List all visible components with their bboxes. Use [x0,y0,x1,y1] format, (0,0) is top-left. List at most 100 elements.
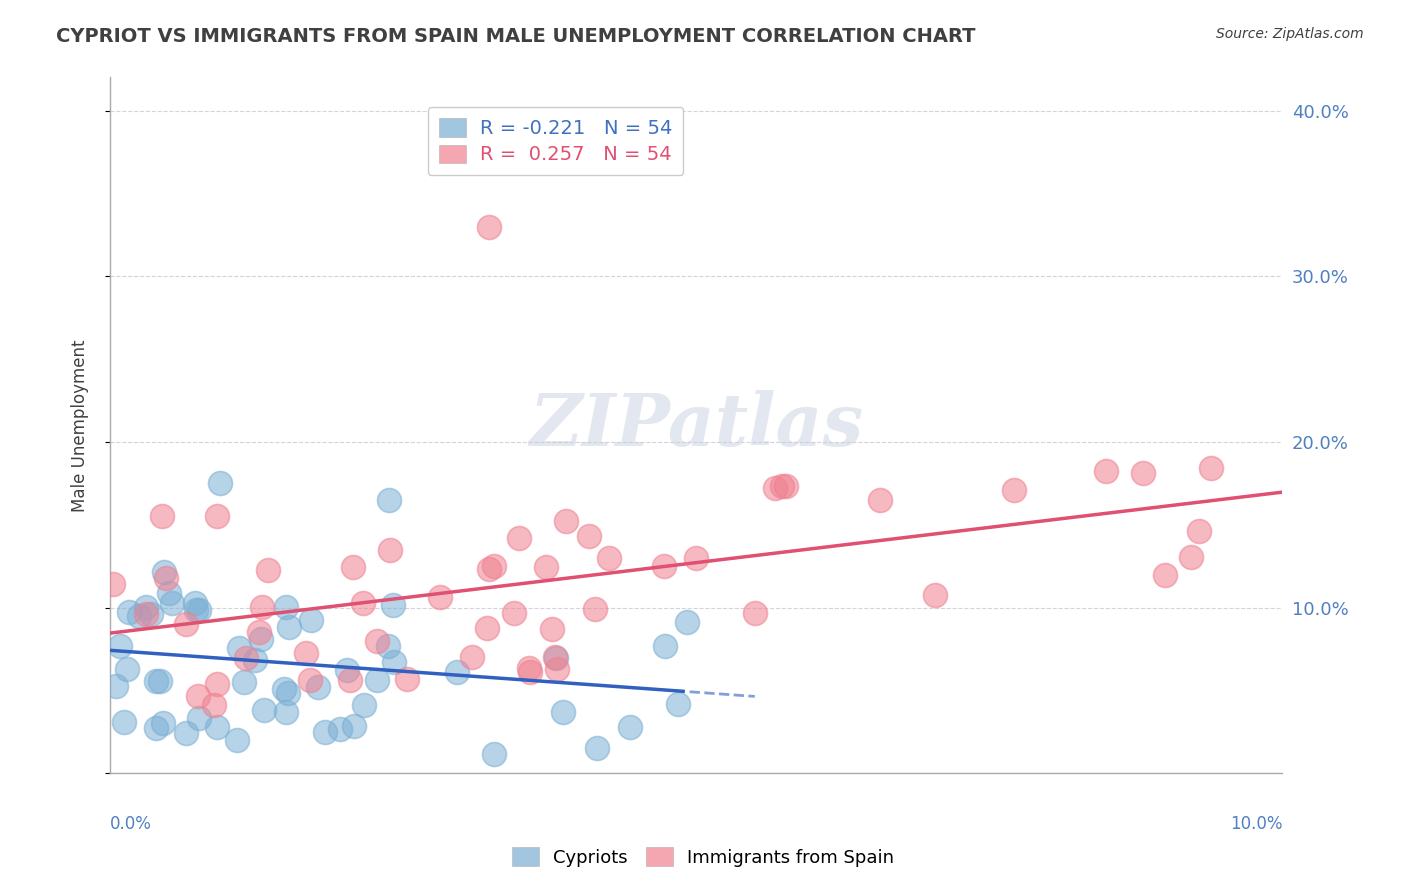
Point [207,677,229,691]
Point [202,698,225,712]
Point [519,665,541,679]
Point [1132,466,1154,480]
Point [554,514,576,528]
Point [475,621,498,635]
Point [353,698,375,712]
Point [668,697,690,711]
Point [307,681,329,695]
Point [1154,568,1177,582]
Point [225,732,247,747]
Point [342,560,364,574]
Point [139,607,162,621]
Point [128,608,150,623]
Point [278,620,301,634]
Point [1188,524,1211,538]
Point [482,559,505,574]
Point [366,633,388,648]
Point [336,663,359,677]
Point [544,650,567,665]
Point [294,646,316,660]
Point [377,639,399,653]
Point [208,476,231,491]
Point [763,481,786,495]
Text: Source: ZipAtlas.com: Source: ZipAtlas.com [1216,27,1364,41]
Text: CYPRIOT VS IMMIGRANTS FROM SPAIN MALE UNEMPLOYMENT CORRELATION CHART: CYPRIOT VS IMMIGRANTS FROM SPAIN MALE UN… [56,27,976,45]
Point [484,747,506,761]
Point [108,639,131,653]
Point [586,741,609,756]
Point [243,653,266,667]
Point [544,649,567,664]
Point [1180,549,1202,564]
Point [924,588,946,602]
Point [277,686,299,700]
Point [541,622,564,636]
Point [517,661,540,675]
Point [553,705,575,719]
Point [583,601,606,615]
Point [162,596,184,610]
Point [105,679,128,693]
Text: 10.0%: 10.0% [1230,815,1282,833]
Y-axis label: Male Unemployment: Male Unemployment [72,339,89,512]
Point [619,720,641,734]
Point [378,542,401,557]
Point [685,551,707,566]
Text: 0.0%: 0.0% [110,815,152,833]
Point [1002,483,1025,497]
Point [145,674,167,689]
Point [546,662,568,676]
Point [1199,461,1222,475]
Point [174,726,197,740]
Point [149,674,172,689]
Point [744,606,766,620]
Point [446,665,468,679]
Point [232,674,254,689]
Point [135,607,157,621]
Point [184,596,207,610]
Point [174,616,197,631]
Point [299,673,322,687]
Point [478,562,501,576]
Point [253,703,276,717]
Point [155,571,177,585]
Point [157,586,180,600]
Point [205,509,228,524]
Point [382,598,405,612]
Point [103,577,125,591]
Point [343,719,366,733]
Point [145,721,167,735]
Point [478,219,501,234]
Point [228,640,250,655]
Point [352,596,374,610]
Point [329,722,352,736]
Point [502,607,524,621]
Point [249,632,271,647]
Legend: Cypriots, Immigrants from Spain: Cypriots, Immigrants from Spain [505,840,901,874]
Point [235,651,257,665]
Point [775,479,797,493]
Point [207,720,229,734]
Point [366,673,388,687]
Point [135,599,157,614]
Point [184,603,207,617]
Point [654,639,676,653]
Text: ZIPatlas: ZIPatlas [529,390,863,461]
Point [112,715,135,730]
Point [382,655,405,669]
Point [770,479,793,493]
Point [1095,464,1118,478]
Point [396,672,419,686]
Point [118,605,141,619]
Point [250,600,273,615]
Point [115,662,138,676]
Point [339,673,361,687]
Point [461,650,484,665]
Point [508,531,530,545]
Point [276,599,298,614]
Point [257,563,280,577]
Point [377,492,399,507]
Point [314,725,336,739]
Point [153,565,176,579]
Point [534,560,557,574]
